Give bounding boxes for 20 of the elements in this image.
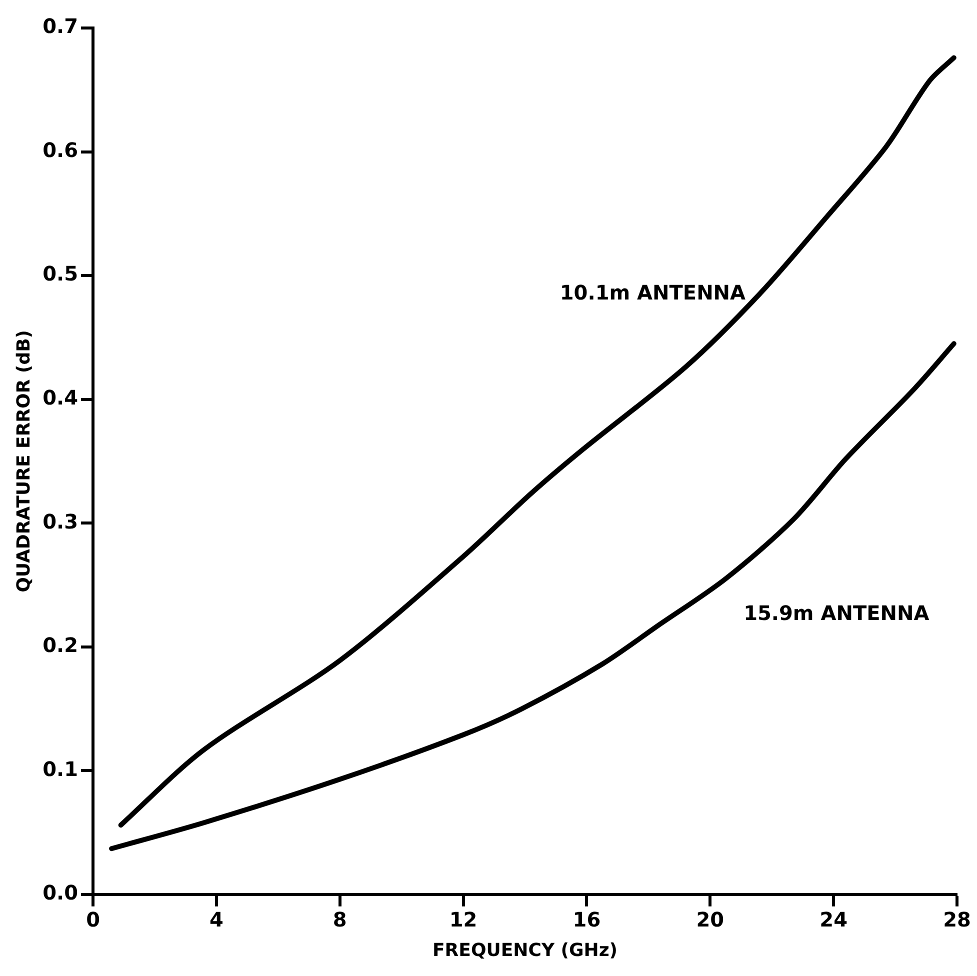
x-axis-title: FREQUENCY (GHz): [432, 940, 618, 961]
y-tick-label: 0.7: [42, 14, 78, 38]
y-tick-label: 0.2: [42, 633, 78, 658]
y-tick-label: 0.5: [42, 262, 78, 286]
x-tick-label: 20: [696, 908, 724, 932]
x-tick-label: 16: [572, 908, 601, 932]
series-label: 10.1m ANTENNA: [560, 280, 746, 304]
x-tick-label: 28: [943, 908, 971, 932]
y-tick-label: 0.3: [42, 509, 78, 534]
x-tick-label: 24: [820, 908, 848, 932]
y-tick-label: 0.1: [42, 756, 78, 781]
y-tick-label: 0.0: [42, 880, 78, 905]
y-axis-title: QUADRATURE ERROR (dB): [13, 330, 34, 592]
x-tick-label: 12: [449, 908, 478, 932]
x-tick-label: 4: [209, 908, 224, 932]
y-tick-label: 0.6: [42, 138, 78, 162]
x-tick-label: 0: [86, 908, 100, 932]
y-tick-label: 0.4: [42, 386, 78, 410]
x-tick-label: 8: [332, 908, 347, 932]
series-label: 15.9m ANTENNA: [744, 600, 930, 625]
